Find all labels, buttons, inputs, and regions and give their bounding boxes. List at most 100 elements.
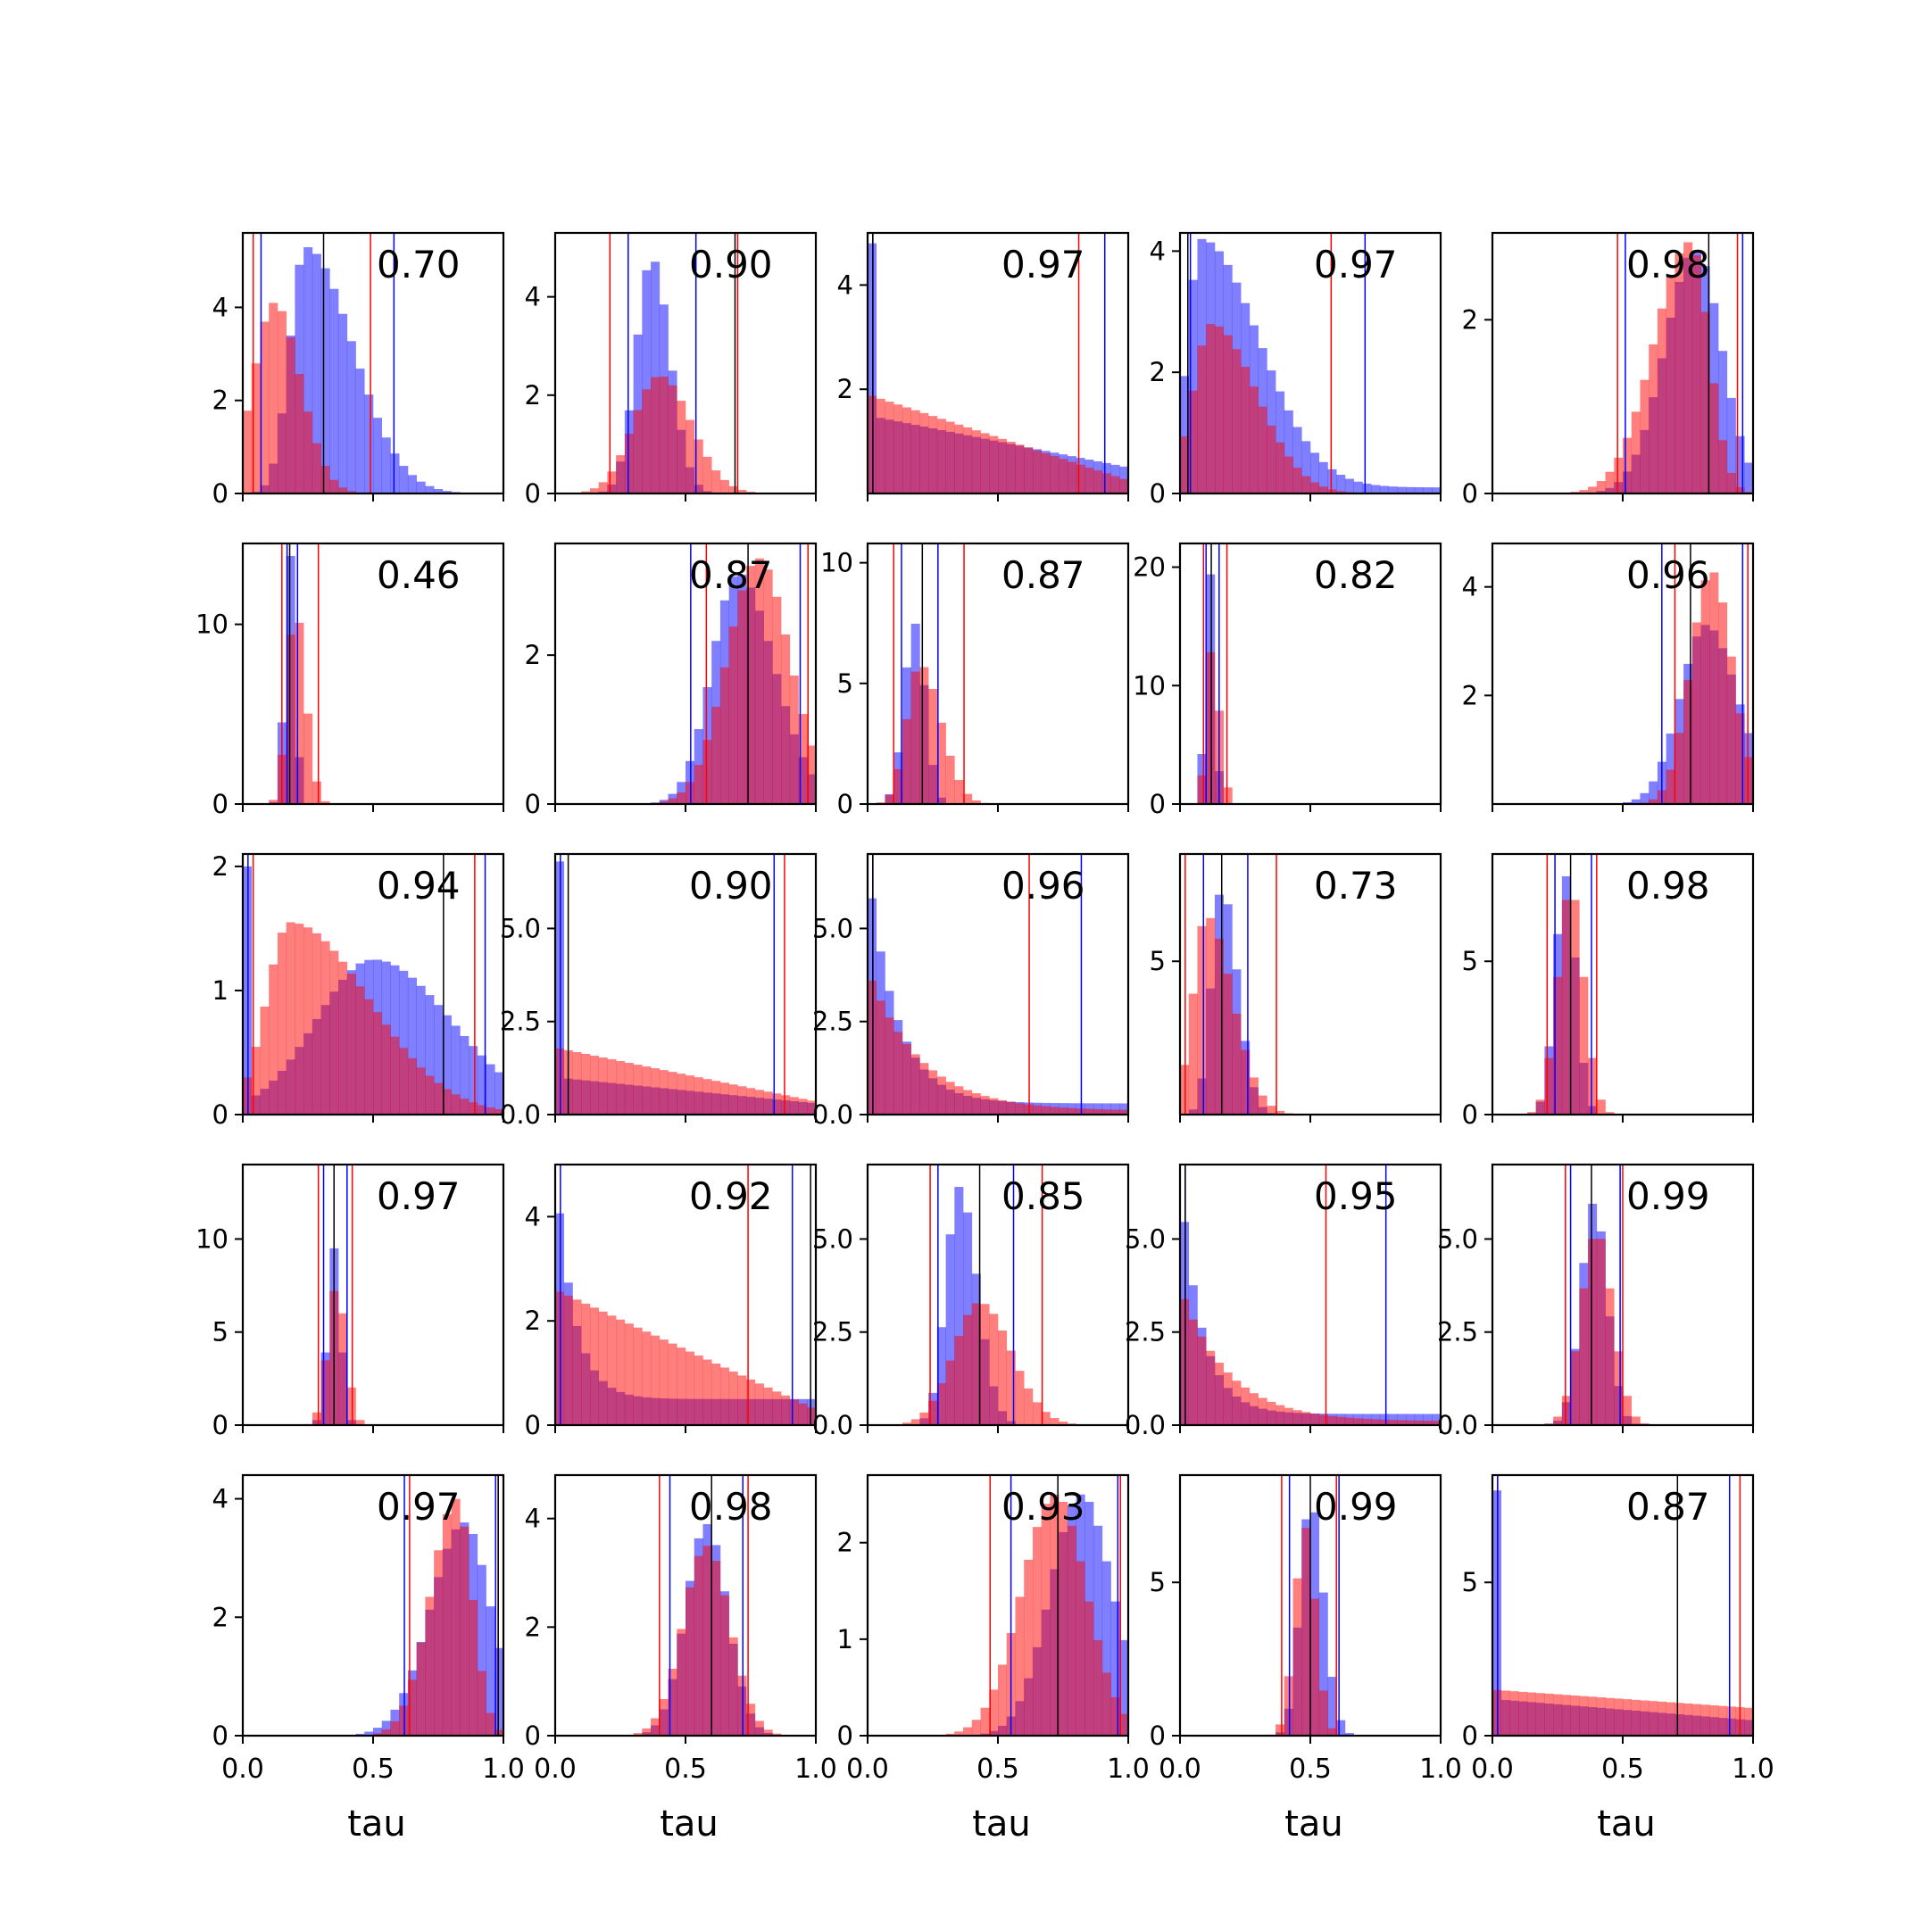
panel-11-red-bar (616, 1061, 625, 1115)
panel-3-red-bar (1250, 386, 1259, 493)
panel-20-red-bar (443, 1514, 452, 1736)
panel-18-red-bar (1293, 1410, 1302, 1425)
panel-24-red-bar (1509, 1691, 1518, 1736)
panel-21-red-bar (720, 1596, 729, 1736)
panel-12-red-bar (998, 1100, 1007, 1115)
panel-24-red-bar (1492, 1690, 1501, 1736)
panel-3-blue-bar (1354, 482, 1363, 493)
panel-4-red-bar (1632, 411, 1641, 493)
panel-7-red-bar (919, 667, 928, 804)
panel-18-red-bar (1301, 1412, 1310, 1425)
panel-3-ytick-label: 4 (1150, 236, 1166, 266)
panel-24-red-bar (1518, 1692, 1527, 1736)
panel-4-red-bar (1658, 309, 1666, 493)
panel-12-red-bar (1042, 1107, 1051, 1115)
xtick-label-col-2: 0.0 (846, 1754, 889, 1785)
panel-1-red-bar (729, 486, 738, 493)
panel-17-red-bar (998, 1331, 1007, 1425)
panel-16-ytick-label: 4 (525, 1201, 541, 1231)
panel-18-red-bar (1180, 1299, 1189, 1425)
panel-3-blue-bar (1380, 486, 1389, 493)
panel-9-ytick-label: 2 (1462, 680, 1478, 710)
panel-0-blue-bar (399, 466, 408, 493)
panel-16-red-bar (729, 1372, 738, 1425)
panel-16-red-bar (686, 1352, 694, 1425)
panel-17-red-bar (963, 1315, 972, 1425)
panel-2-red-bar (963, 427, 972, 493)
panel-10-red-bar (303, 927, 312, 1115)
panel-2-red-bar (1084, 468, 1093, 493)
panel-3-blue-bar (1362, 484, 1371, 493)
panel-15-ytick-label: 0 (212, 1410, 229, 1440)
panel-22-ytick-label: 0 (837, 1721, 853, 1751)
xlabel-col-3: tau (1284, 1803, 1343, 1845)
panel-14-score: 0.98 (1626, 864, 1710, 908)
panel-20-red-bar (434, 1550, 443, 1736)
panel-3-red-bar (1206, 324, 1215, 493)
panel-21-red-bar (642, 1729, 651, 1736)
panel-18-red-bar (1197, 1337, 1206, 1425)
panel-24-red-bar (1675, 1703, 1683, 1736)
panel-8-red-bar (1224, 787, 1233, 804)
panel-12-red-bar (868, 981, 877, 1115)
panel-21-ytick-label: 0 (525, 1721, 541, 1751)
panel-3-red-bar (1293, 468, 1302, 493)
panel-6-score: 0.87 (689, 553, 773, 597)
xlabel-col-2: tau (972, 1803, 1031, 1845)
panel-0-red-bar (329, 480, 338, 493)
panel-24-red-bar (1701, 1704, 1710, 1736)
panel-3-ytick-label: 0 (1150, 478, 1166, 509)
panel-1-red-bar (625, 434, 634, 493)
panel-2-red-bar (1076, 465, 1085, 493)
panel-0-red-bar (303, 411, 312, 493)
panel-7-red-bar (885, 795, 893, 804)
panel-10-red-bar (417, 1067, 426, 1115)
panel-24-red-bar (1623, 1699, 1632, 1736)
panel-7-ytick-label: 10 (820, 548, 853, 578)
panel-10-red-bar (287, 922, 295, 1115)
panel-14-ytick-label: 5 (1462, 946, 1478, 976)
panel-24-red-bar (1606, 1698, 1615, 1736)
panel-0-blue-bar (356, 369, 365, 493)
panel-4-red-bar (1727, 473, 1736, 493)
panel-2-red-bar (981, 433, 990, 493)
panel-6-ytick-label: 0 (525, 789, 541, 819)
panel-2-red-bar (893, 404, 902, 493)
panel-2-red-bar (885, 402, 893, 493)
panel-14-frame (1492, 854, 1753, 1115)
panel-22-red-bar (963, 1728, 972, 1736)
panel-10-red-bar (260, 1007, 269, 1115)
panel-20-red-bar (399, 1705, 408, 1736)
xtick-label-col-3: 1.0 (1419, 1754, 1462, 1785)
panel-12-red-bar (877, 1000, 885, 1115)
panel-24-red-bar (1727, 1706, 1736, 1736)
xtick-label-col-0: 0.0 (221, 1754, 264, 1785)
panel-18-ytick-label: 2.5 (1125, 1317, 1166, 1347)
panel-0-ytick-label: 2 (212, 386, 229, 416)
panel-19-red-bar (1623, 1396, 1632, 1425)
panel-3-blue-bar (1345, 479, 1354, 493)
panel-2-red-bar (1007, 442, 1016, 493)
panel-14-ytick-label: 0 (1462, 1099, 1478, 1130)
panel-4-red-bar (1649, 344, 1658, 493)
panel-18-red-bar (1241, 1388, 1250, 1425)
panel-10-red-bar (408, 1058, 417, 1115)
panel-18-red-bar (1354, 1418, 1363, 1425)
panel-22-red-bar (1068, 1526, 1076, 1736)
panel-12-red-bar (1015, 1103, 1024, 1115)
panel-20-ytick-label: 2 (212, 1602, 229, 1632)
panel-16-red-bar (564, 1296, 573, 1425)
panel-6-red-bar (764, 569, 773, 804)
panel-10-red-bar (347, 974, 356, 1115)
panel-0-blue-bar (338, 314, 347, 493)
panel-10-red-bar (390, 1037, 399, 1115)
panel-7-red-bar (928, 689, 937, 804)
panel-2-red-bar (919, 413, 928, 493)
panel-21-red-bar (660, 1699, 669, 1736)
panel-2-red-bar (1042, 453, 1051, 493)
panel-20-red-bar (469, 1600, 478, 1736)
panel-10-red-bar (399, 1048, 408, 1115)
panel-10-score: 0.94 (377, 864, 461, 908)
panel-24-red-bar (1544, 1694, 1553, 1736)
